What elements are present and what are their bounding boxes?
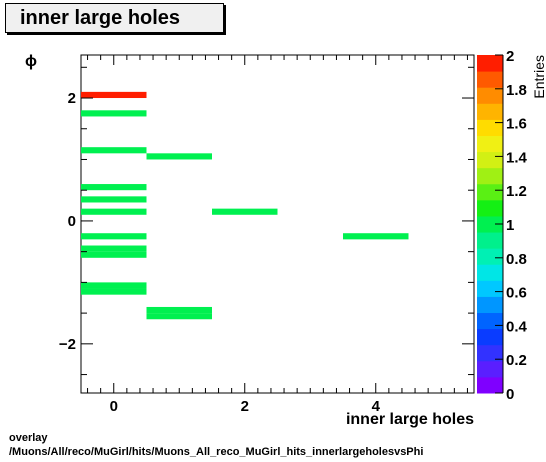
color-scale-segment xyxy=(477,87,503,104)
color-scale-segment xyxy=(477,248,503,265)
color-scale-segment xyxy=(477,103,503,120)
color-scale-tick-label: 1.4 xyxy=(506,149,528,166)
bins-layer xyxy=(81,91,409,320)
x-tick-label: 4 xyxy=(372,398,381,415)
x-axis-title: inner large holes xyxy=(346,411,474,428)
color-scale-tick-label: 1 xyxy=(506,217,514,234)
color-scale-segment xyxy=(477,151,503,169)
color-scale-segment xyxy=(477,167,503,185)
color-scale-title: Entries xyxy=(531,55,546,99)
heatmap-bin xyxy=(81,208,147,215)
heatmap-bin xyxy=(81,288,147,295)
heatmap-bin xyxy=(81,147,147,154)
color-scale-tick-label: 0 xyxy=(506,386,514,403)
color-scale-segment xyxy=(477,296,503,314)
y-tick-label: −2 xyxy=(59,336,76,353)
color-scale-segment xyxy=(477,264,503,281)
axes-layer: 0 2 4 −2 0 2 xyxy=(59,55,474,415)
footer-line-2: /Muons/All/reco/MuGirl/hits/Muons_All_re… xyxy=(9,446,424,458)
heatmap-bin xyxy=(81,110,147,117)
heatmap-bin xyxy=(146,313,212,320)
heatmap-bin xyxy=(81,282,147,289)
color-scale-segment xyxy=(477,199,503,217)
footer-line-1: overlay xyxy=(9,432,48,444)
y-axis-title: ϕ xyxy=(25,53,37,70)
color-scale-tick-label: 1.8 xyxy=(506,82,527,99)
heatmap-bin xyxy=(81,91,147,99)
heatmap-bin xyxy=(81,196,147,203)
title-box: inner large holes xyxy=(5,3,224,33)
y-tick-label: 2 xyxy=(68,90,76,107)
color-scale-segment xyxy=(477,119,503,136)
color-scale-segment xyxy=(477,215,503,233)
color-scale-tick-label: 1.6 xyxy=(506,116,527,133)
color-scale-tick-label: 0.4 xyxy=(506,318,528,335)
heatmap-bin xyxy=(81,184,147,191)
plot-title: inner large holes xyxy=(20,7,181,29)
color-scale-segment xyxy=(477,312,503,330)
x-tick-label: 2 xyxy=(241,398,249,415)
color-scale-tick-label: 0.2 xyxy=(506,352,527,369)
x-tick-label: 0 xyxy=(110,398,118,415)
color-scale-segment xyxy=(477,183,503,201)
color-scale-segment xyxy=(477,360,503,378)
heatmap-bin xyxy=(212,208,278,215)
color-scale-segment xyxy=(477,71,503,88)
color-scale-tick-label: 1.2 xyxy=(506,183,527,200)
heatmap-bin xyxy=(343,233,409,240)
color-scale-segment xyxy=(477,232,503,249)
color-scale-tick-label: 0.6 xyxy=(506,285,527,302)
color-scale-segment xyxy=(477,344,503,362)
color-scale-tick-label: 0.8 xyxy=(506,251,527,268)
heatmap-bin xyxy=(146,306,212,314)
color-scale-segment xyxy=(477,328,503,346)
heatmap-bin xyxy=(81,251,147,258)
heatmap-bin xyxy=(81,233,147,240)
footer: overlay /Muons/All/reco/MuGirl/hits/Muon… xyxy=(9,431,423,459)
color-scale-segment xyxy=(477,55,503,72)
plot-frame xyxy=(80,54,475,394)
color-scale-tick-label: 2 xyxy=(506,48,514,65)
color-scale-segment xyxy=(477,135,503,153)
heatmap-bin xyxy=(146,153,212,160)
heatmap-bin xyxy=(81,245,147,252)
color-scale-segment xyxy=(477,376,503,394)
y-tick-label: 0 xyxy=(68,213,76,230)
color-scale-segment xyxy=(477,280,503,297)
color-scale-layer: 0 0.2 0.4 0.6 0.8 1 1.2 1.4 1.6 1.8 2 xyxy=(477,48,528,403)
